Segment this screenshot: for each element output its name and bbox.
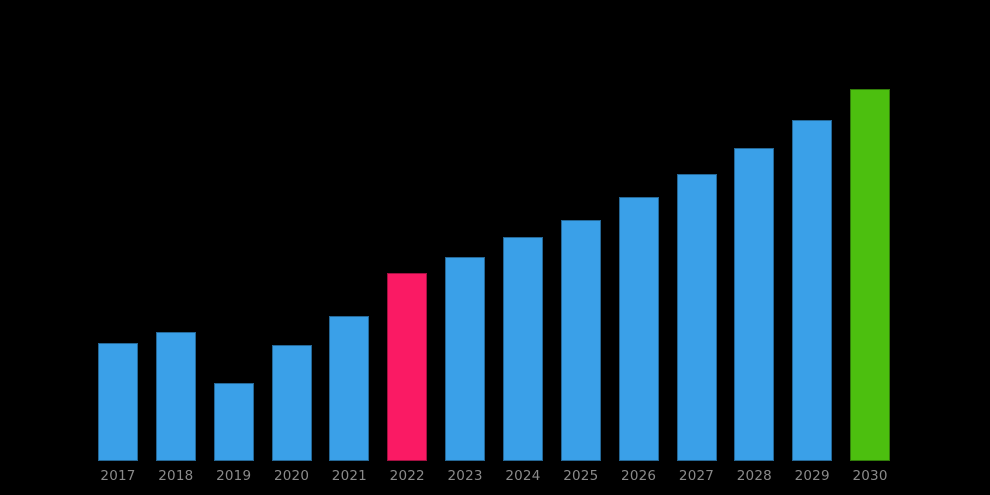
x-tick-label-2018: 2018 — [158, 468, 194, 484]
bar-2019 — [213, 383, 254, 461]
bar-2018 — [155, 332, 196, 461]
x-tick-label-2017: 2017 — [100, 468, 136, 484]
x-tick-label-2019: 2019 — [216, 468, 252, 484]
bar-group-2020: 2020 — [271, 345, 312, 484]
bar-2029 — [792, 120, 833, 461]
bar-group-2025: 2025 — [560, 220, 601, 484]
bar-2021 — [329, 316, 370, 461]
x-tick-label-2026: 2026 — [621, 468, 657, 484]
x-tick-label-2027: 2027 — [678, 468, 715, 484]
bar-2025 — [560, 220, 601, 461]
bar-group-2030: 2030 — [850, 89, 891, 484]
bar-2026 — [618, 197, 659, 461]
bar-2023 — [445, 257, 486, 461]
x-tick-label-2022: 2022 — [389, 468, 425, 484]
bar-group-2023: 2023 — [445, 257, 486, 484]
x-tick-label-2021: 2021 — [331, 468, 367, 484]
x-tick-label-2029: 2029 — [794, 468, 830, 484]
bar-group-2026: 2026 — [618, 197, 659, 484]
bar-group-2022: 2022 — [387, 273, 428, 484]
bar-group-2024: 2024 — [502, 237, 543, 484]
bar-group-2021: 2021 — [329, 316, 370, 484]
bar-group-2017: 2017 — [98, 343, 138, 484]
bar-2017 — [98, 343, 138, 461]
x-tick-label-2020: 2020 — [273, 468, 310, 484]
x-tick-label-2028: 2028 — [736, 468, 772, 484]
bar-2024 — [502, 237, 543, 461]
bar-group-2019: 2019 — [213, 383, 254, 484]
bar-2030 — [850, 89, 891, 461]
x-tick-label-2025: 2025 — [563, 468, 599, 484]
bar-group-2029: 2029 — [792, 120, 833, 484]
x-tick-label-2024: 2024 — [505, 468, 541, 484]
bar-2027 — [676, 174, 717, 461]
bar-2028 — [734, 148, 775, 461]
bar-group-2018: 2018 — [155, 332, 196, 484]
x-tick-label-2023: 2023 — [447, 468, 483, 484]
bar-group-2028: 2028 — [734, 148, 775, 484]
x-tick-label-2030: 2030 — [852, 468, 888, 484]
bar-2020 — [271, 345, 312, 461]
bar-group-2027: 2027 — [676, 174, 717, 484]
bar-2022 — [387, 273, 428, 461]
